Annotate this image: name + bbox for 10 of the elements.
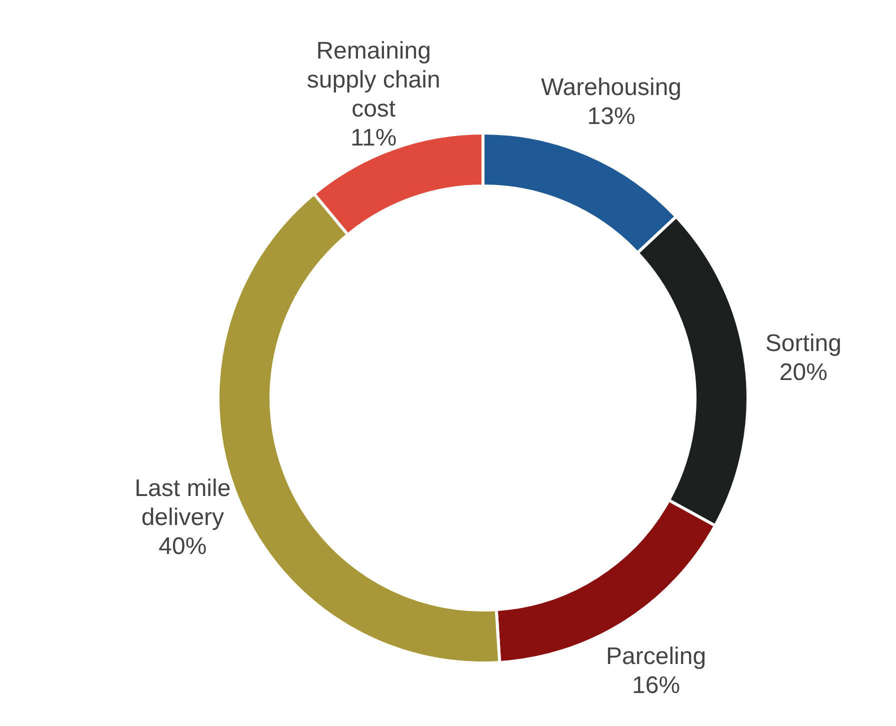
data-label: 20% — [779, 358, 828, 386]
data-label: 16% — [632, 672, 680, 699]
slice-label: Warehousing — [541, 74, 682, 101]
slice-label: Sorting — [765, 330, 842, 357]
slice-label: Last mile delivery — [134, 474, 231, 530]
data-label: 11% — [350, 124, 397, 152]
slice-label: Remaining supply chain cost — [306, 37, 440, 122]
data-label: 13% — [587, 102, 636, 130]
data-label: 40% — [158, 532, 207, 560]
slice-label: Parceling — [606, 642, 706, 670]
